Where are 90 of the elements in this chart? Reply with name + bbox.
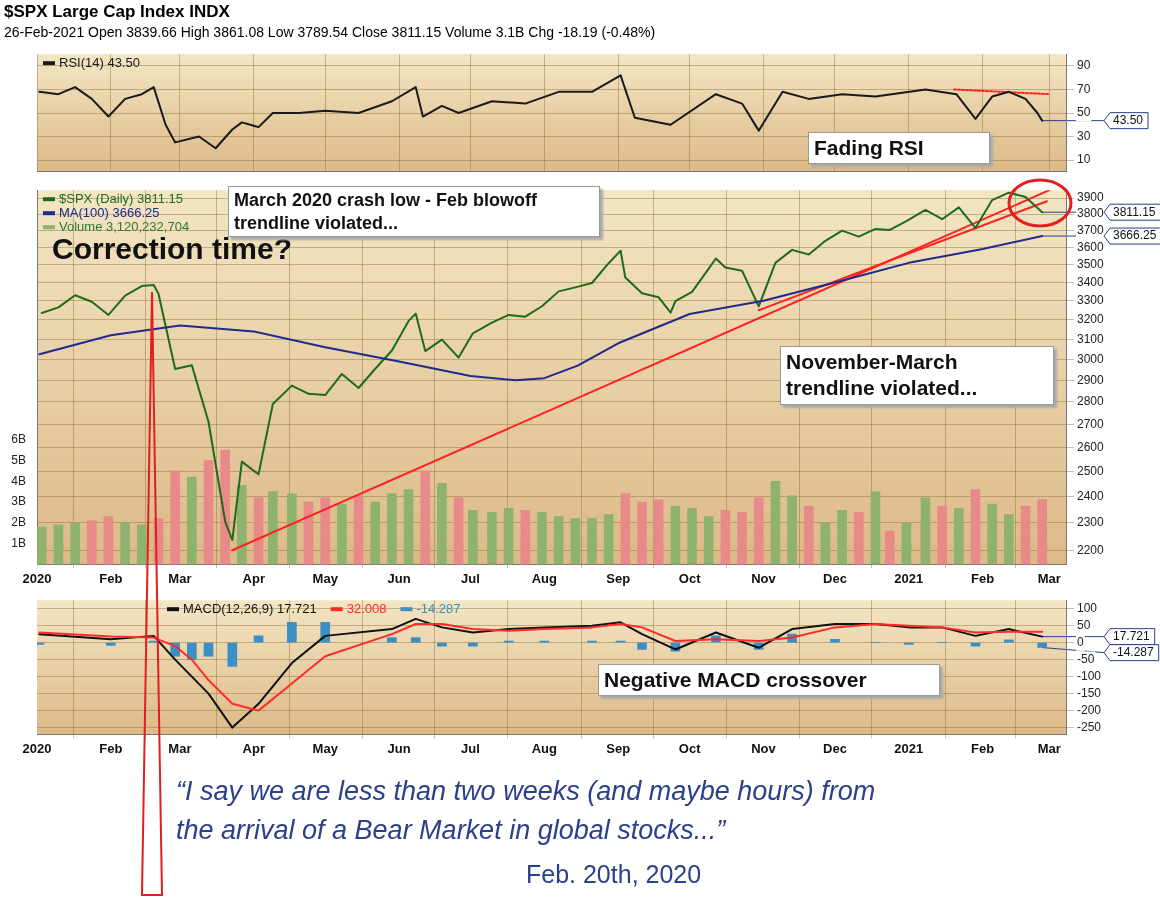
legend-label: $SPX (Daily) 3811.15 [59, 190, 184, 206]
y-tick-label: 2700 [1077, 416, 1105, 431]
x-tick-label: Oct [678, 570, 702, 586]
x-tick-label: Aug [531, 740, 558, 756]
y-tick-label: 2200 [1077, 542, 1105, 557]
bar [410, 637, 421, 643]
y-tick-label: 2400 [1077, 489, 1105, 504]
y-tick-label: 3000 [1077, 351, 1105, 366]
x-tick-label: Jul [461, 740, 480, 756]
y2-tick-label: 2B [11, 515, 26, 530]
y-tick-label: 3100 [1077, 331, 1105, 346]
x-tick-label: Mar [168, 570, 192, 586]
y2-tick-label: 4B [11, 473, 26, 488]
x-tick-label: Jun [387, 740, 411, 756]
text: Feb. 20th, 2020 [526, 860, 702, 889]
y2-tick-label: 6B [11, 431, 26, 446]
y-tick-label: 3800 [1077, 206, 1105, 221]
y-tick-label: 90 [1077, 58, 1091, 73]
x-tick-label: 2021 [894, 570, 924, 586]
y-tick-label: 3300 [1077, 293, 1105, 308]
y2-tick-label: 5B [11, 452, 26, 467]
y-tick-label: -50 [1077, 651, 1095, 666]
x-tick-label: Oct [678, 740, 702, 756]
y-tick-label: 2300 [1077, 515, 1105, 530]
x-tick-label: Feb [971, 740, 995, 756]
x-tick-label: 2021 [894, 740, 924, 756]
x-tick-label: 2020 [22, 570, 52, 586]
y-tick-label: 50 [1077, 105, 1091, 120]
y-tick-label: 2800 [1077, 394, 1105, 409]
y-tick-label: 3500 [1077, 256, 1105, 271]
annotation: -14.287 [1113, 644, 1155, 659]
bar [106, 642, 116, 646]
bar [227, 642, 238, 667]
bar [187, 642, 197, 660]
y-tick-label: 2600 [1077, 439, 1105, 454]
y-tick-label: -150 [1077, 685, 1102, 700]
y-tick-label: -250 [1077, 719, 1102, 734]
x-tick-label: Feb [971, 570, 995, 586]
y-tick-label: 2900 [1077, 372, 1105, 387]
y-tick-label: 2500 [1077, 463, 1105, 478]
legend-label: -14.287 [416, 600, 461, 616]
x-tick-label: Apr [242, 570, 265, 586]
x-tick-label: Dec [823, 740, 847, 756]
y-tick-label: -200 [1077, 702, 1102, 717]
x-tick-label: Apr [242, 740, 265, 756]
x-tick-label: Mar [1037, 570, 1061, 586]
y2-tick-label: 3B [11, 494, 26, 509]
legend-label: MACD(12,26,9) 17.721 [183, 600, 317, 616]
annotation: 17.721 [1113, 628, 1151, 643]
y-tick-label: 3700 [1077, 222, 1105, 237]
x-tick-label: 2020 [22, 740, 52, 756]
annotation: 43.50 [1113, 112, 1144, 127]
y-tick-label: 50 [1077, 617, 1091, 632]
x-tick-label: Mar [1037, 740, 1061, 756]
x-tick-label: May [312, 570, 339, 586]
x-tick-label: Sep [606, 570, 631, 586]
y-tick-label: 100 [1077, 601, 1098, 616]
x-tick-label: Jul [461, 570, 480, 586]
y-tick-label: 70 [1077, 81, 1091, 96]
x-tick-label: Dec [823, 570, 847, 586]
x-tick-label: Feb [99, 740, 123, 756]
y-tick-label: 0 [1077, 634, 1084, 649]
y-tick-label: 3400 [1077, 274, 1105, 289]
annotation: 3666.25 [1113, 228, 1157, 243]
bar [203, 642, 214, 657]
annotation: 3811.15 [1113, 204, 1156, 219]
chart-title: $SPX Large Cap Index INDX [4, 2, 230, 22]
text: “I say we are less than two weeks (and maybe hours) from the arrival of a Bear Market in global stocks...” [176, 775, 877, 848]
y-tick-label: 3200 [1077, 312, 1105, 327]
x-tick-label: Jun [387, 570, 411, 586]
y-tick-label: 30 [1077, 128, 1091, 143]
x-tick-label: Nov [751, 740, 777, 756]
bar [1037, 642, 1048, 648]
bar [287, 621, 297, 643]
bar [387, 637, 397, 643]
y-tick-label: 10 [1077, 152, 1091, 167]
bar [637, 642, 647, 650]
y2-tick-label: 1B [11, 535, 26, 550]
y-tick-label: -100 [1077, 668, 1102, 683]
x-tick-label: Mar [168, 740, 192, 756]
chart-subtitle: 26-Feb-2021 Open 3839.66 High 3861.08 Low 3789.54 Close 3811.15 Volume 3.1B Chg -18.19 (-0.48%) [4, 24, 656, 40]
legend-label: 32.008 [346, 600, 387, 616]
x-tick-label: Sep [606, 740, 631, 756]
x-tick-label: Feb [99, 570, 123, 586]
y-tick-label: 3900 [1077, 190, 1105, 205]
x-tick-label: May [312, 740, 339, 756]
x-tick-label: Aug [531, 570, 558, 586]
x-tick-label: Nov [751, 570, 777, 586]
legend-label: RSI(14) 43.50 [59, 54, 140, 70]
y-tick-label: 3600 [1077, 239, 1105, 254]
